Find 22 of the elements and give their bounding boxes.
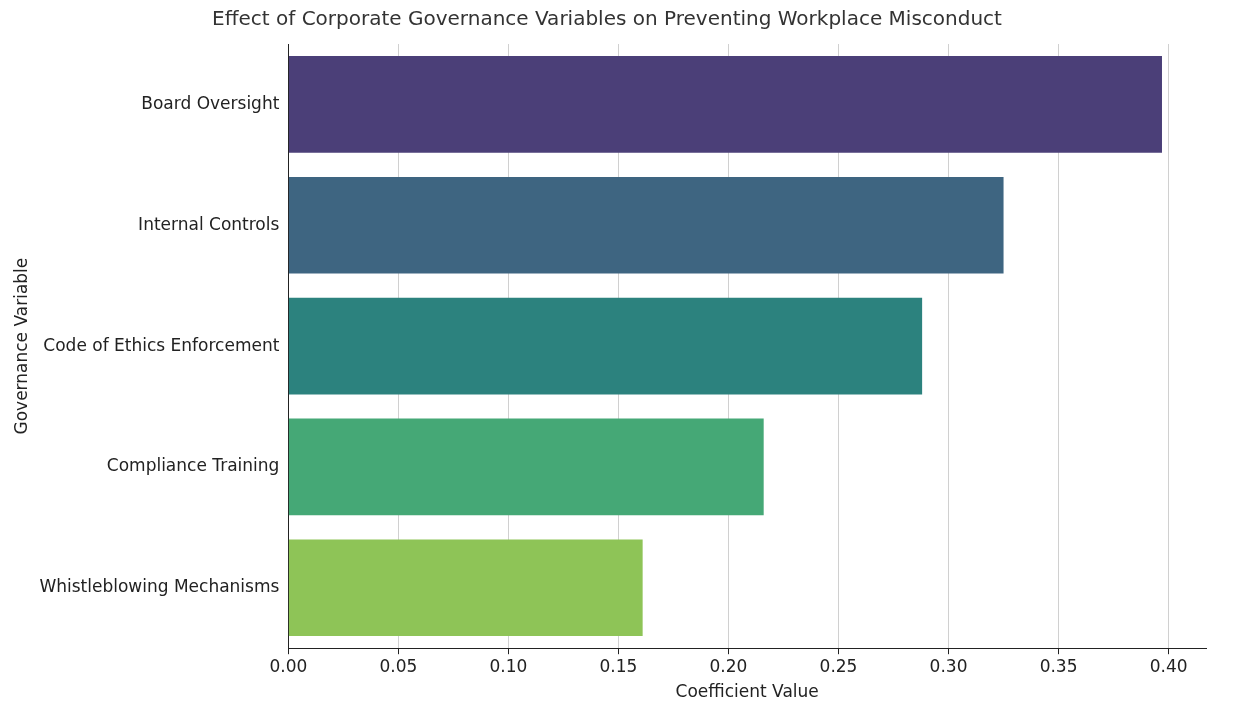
x-tick-label: 0.05 [379, 655, 418, 676]
x-tick-label: 0.40 [1149, 655, 1188, 676]
bar [288, 418, 764, 516]
chart-title: Effect of Corporate Governance Variables on Preventing Workplace Misconduct [212, 6, 1003, 31]
bar [288, 539, 643, 637]
y-tick-label: Internal Controls [138, 213, 280, 234]
x-tick-label: 0.10 [489, 655, 528, 676]
y-tick-label: Compliance Training [106, 455, 280, 476]
x-tick-label: 0.20 [709, 655, 748, 676]
x-tick-label: 0.25 [819, 655, 858, 676]
x-tick-label: 0.35 [1039, 655, 1078, 676]
bar [288, 56, 1162, 153]
y-tick-label: Code of Ethics Enforcement [43, 334, 280, 355]
x-tick-label: 0.30 [929, 655, 968, 676]
x-tick-label: 0.00 [269, 655, 308, 676]
bar [288, 297, 923, 395]
bar [288, 176, 1004, 274]
y-axis-title: Governance Variable [10, 257, 31, 435]
x-axis-title: Coefficient Value [675, 681, 819, 702]
y-tick-label: Board Oversight [141, 92, 280, 113]
y-tick-label: Whistleblowing Mechanisms [39, 576, 280, 597]
x-tick-label: 0.15 [599, 655, 638, 676]
